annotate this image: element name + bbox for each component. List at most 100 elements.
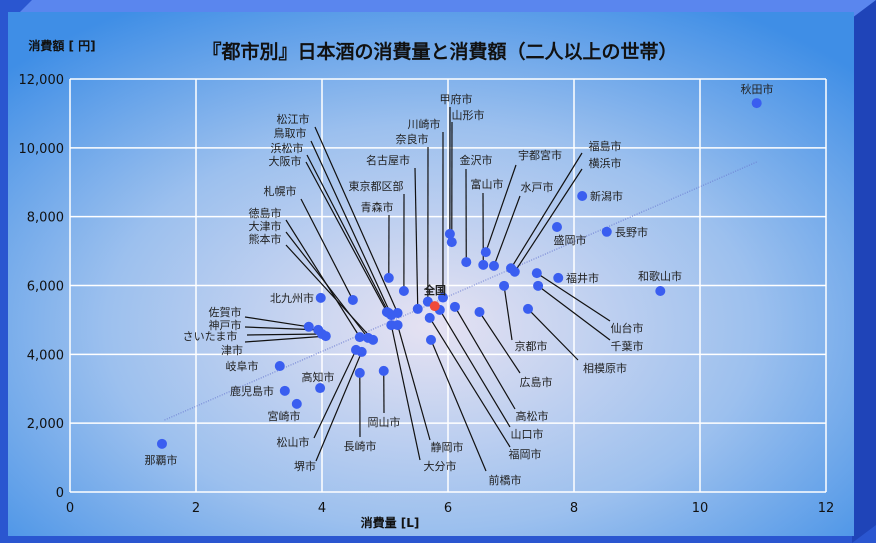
point-label: 和歌山市 [638,269,682,283]
data-point [461,257,472,268]
point-label: 徳島市 [249,206,282,220]
point-label: 秋田市 [741,82,774,96]
y-tick-label: 12,000 [19,73,65,88]
leader-line [439,309,511,428]
point-label: 札幌市 [264,184,297,198]
leader-line [514,168,583,273]
data-point [156,438,167,449]
data-point [509,266,520,277]
point-label: 岡山市 [368,415,401,429]
point-label: 東京都区部 [349,179,404,193]
leader-line [306,154,390,314]
point-label: 高知市 [302,370,335,384]
data-point [655,286,666,297]
data-point [437,292,448,303]
point-label: 宇都宮市 [518,148,562,162]
point-label: 長崎市 [344,439,377,453]
point-label: 広島市 [520,375,553,389]
point-label: 堺市 [294,459,316,473]
point-label: 大津市 [249,219,282,233]
y-tick-label: 10,000 [19,142,65,157]
y-tick-label: 6,000 [27,280,64,295]
leader-line [414,167,419,309]
point-label: 名古屋市 [366,153,410,167]
data-point [315,383,326,394]
leader-line [305,161,388,313]
leader-line [430,339,487,472]
data-point [553,272,564,283]
data-point [383,272,394,283]
leader-line [285,219,361,338]
point-label: 金沢市 [460,153,493,167]
leader-line [315,351,363,462]
leader-line [503,285,513,341]
data-point [398,286,409,297]
point-label: 全国 [423,283,446,297]
data-point [480,247,491,258]
point-label: 津市 [221,343,243,357]
point-label: 松江市 [277,112,310,126]
point-label: 富山市 [471,177,504,191]
point-label: 奈良市 [396,132,429,146]
leader-line [285,244,374,341]
point-label: 岐阜市 [226,359,259,373]
point-label: 佐賀市 [209,305,242,319]
point-label: 千葉市 [611,339,644,353]
data-point [347,294,358,305]
leader-line [485,164,517,253]
data-point [303,321,314,332]
data-point [424,312,435,323]
point-label: 青森市 [361,200,394,214]
point-label: 高松市 [516,409,549,423]
point-label: 仙台市 [611,321,644,335]
leader-line [314,126,399,314]
point-label: 浜松市 [271,141,304,155]
point-label: 長野市 [615,225,648,239]
data-point [320,331,331,342]
point-label: 山形市 [452,108,485,122]
data-point [368,334,379,345]
x-tick-label: 10 [692,501,709,516]
point-label: 鹿児島市 [230,384,274,398]
leader-line [493,195,521,267]
point-label: 川崎市 [408,117,441,131]
point-label: 福井市 [566,271,599,285]
data-point [499,280,510,291]
data-point [425,334,436,345]
x-axis-label: 消費量 [L] [361,515,420,530]
data-point [354,332,365,343]
data-point [474,307,485,318]
point-label: 熊本市 [249,232,282,246]
point-label: 大阪市 [269,154,302,168]
leader-line [310,140,392,316]
data-point [751,98,762,109]
leader-line [510,152,583,269]
point-label: 相模原市 [583,361,627,375]
y-tick-label: 0 [56,486,64,501]
point-label: 新潟市 [590,189,623,203]
point-label: さいたま市 [183,329,238,343]
y-tick-label: 8,000 [27,211,64,226]
data-point [449,301,460,312]
data-point [478,259,489,270]
data-point [356,346,367,357]
data-point [551,221,562,232]
y-axis-label: 消費額 [ 円] [28,38,95,53]
x-tick-label: 0 [66,501,74,516]
leader-line [537,285,611,341]
point-label: 甲府市 [440,92,473,106]
axes: 0 2 4 6 8 10 12 0 2,000 4,000 6,000 8,000 10,000 12,0… [19,73,835,516]
point-label: 山口市 [511,427,544,441]
data-point [381,307,392,318]
point-label: 福島市 [589,139,622,153]
leader-line [244,316,309,328]
data-point [386,320,397,331]
leader-line [429,317,511,448]
data-point [354,367,365,378]
y-tick-label: 4,000 [27,348,64,363]
x-tick-label: 6 [444,501,452,516]
point-label: 那覇市 [145,453,178,467]
data-point [446,237,457,248]
